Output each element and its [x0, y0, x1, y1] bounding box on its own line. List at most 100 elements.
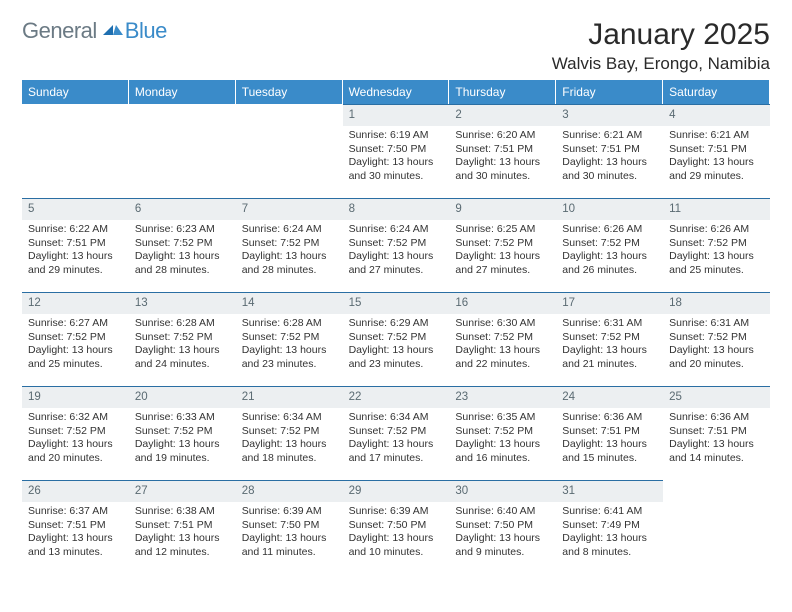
day-number: 11 — [663, 198, 770, 220]
day-number: 29 — [343, 480, 450, 502]
day-details: Sunrise: 6:36 AM Sunset: 7:51 PM Dayligh… — [663, 408, 770, 472]
calendar-cell — [236, 104, 343, 192]
calendar-cell: 12Sunrise: 6:27 AM Sunset: 7:52 PM Dayli… — [22, 292, 129, 380]
day-details: Sunrise: 6:20 AM Sunset: 7:51 PM Dayligh… — [449, 126, 556, 190]
calendar-cell: 24Sunrise: 6:36 AM Sunset: 7:51 PM Dayli… — [556, 386, 663, 474]
day-details: Sunrise: 6:34 AM Sunset: 7:52 PM Dayligh… — [343, 408, 450, 472]
day-number: 21 — [236, 386, 343, 408]
calendar-cell: 21Sunrise: 6:34 AM Sunset: 7:52 PM Dayli… — [236, 386, 343, 474]
calendar-cell: 20Sunrise: 6:33 AM Sunset: 7:52 PM Dayli… — [129, 386, 236, 474]
day-number: 2 — [449, 104, 556, 126]
brand-blue: Blue — [125, 18, 167, 44]
calendar-cell: 4Sunrise: 6:21 AM Sunset: 7:51 PM Daylig… — [663, 104, 770, 192]
day-number: 26 — [22, 480, 129, 502]
day-number: 1 — [343, 104, 450, 126]
day-number: 22 — [343, 386, 450, 408]
day-number: 6 — [129, 198, 236, 220]
location: Walvis Bay, Erongo, Namibia — [552, 54, 770, 74]
calendar-body: 1Sunrise: 6:19 AM Sunset: 7:50 PM Daylig… — [22, 104, 770, 568]
day-details: Sunrise: 6:40 AM Sunset: 7:50 PM Dayligh… — [449, 502, 556, 566]
calendar-cell: 9Sunrise: 6:25 AM Sunset: 7:52 PM Daylig… — [449, 198, 556, 286]
day-details: Sunrise: 6:28 AM Sunset: 7:52 PM Dayligh… — [236, 314, 343, 378]
day-details: Sunrise: 6:21 AM Sunset: 7:51 PM Dayligh… — [663, 126, 770, 190]
calendar-cell: 10Sunrise: 6:26 AM Sunset: 7:52 PM Dayli… — [556, 198, 663, 286]
day-number: 3 — [556, 104, 663, 126]
day-details: Sunrise: 6:41 AM Sunset: 7:49 PM Dayligh… — [556, 502, 663, 566]
day-number: 4 — [663, 104, 770, 126]
calendar-cell: 25Sunrise: 6:36 AM Sunset: 7:51 PM Dayli… — [663, 386, 770, 474]
day-details: Sunrise: 6:30 AM Sunset: 7:52 PM Dayligh… — [449, 314, 556, 378]
calendar-cell: 16Sunrise: 6:30 AM Sunset: 7:52 PM Dayli… — [449, 292, 556, 380]
day-number: 24 — [556, 386, 663, 408]
dow-sunday: Sunday — [22, 80, 129, 104]
calendar-cell: 6Sunrise: 6:23 AM Sunset: 7:52 PM Daylig… — [129, 198, 236, 286]
day-details: Sunrise: 6:22 AM Sunset: 7:51 PM Dayligh… — [22, 220, 129, 284]
calendar-cell: 18Sunrise: 6:31 AM Sunset: 7:52 PM Dayli… — [663, 292, 770, 380]
header: General Blue January 2025 Walvis Bay, Er… — [22, 18, 770, 74]
day-number: 20 — [129, 386, 236, 408]
calendar-cell: 3Sunrise: 6:21 AM Sunset: 7:51 PM Daylig… — [556, 104, 663, 192]
day-number: 25 — [663, 386, 770, 408]
calendar-cell: 8Sunrise: 6:24 AM Sunset: 7:52 PM Daylig… — [343, 198, 450, 286]
day-number: 27 — [129, 480, 236, 502]
day-details: Sunrise: 6:24 AM Sunset: 7:52 PM Dayligh… — [343, 220, 450, 284]
calendar-cell: 11Sunrise: 6:26 AM Sunset: 7:52 PM Dayli… — [663, 198, 770, 286]
day-details: Sunrise: 6:36 AM Sunset: 7:51 PM Dayligh… — [556, 408, 663, 472]
dow-tuesday: Tuesday — [236, 80, 343, 104]
day-number: 5 — [22, 198, 129, 220]
calendar-cell: 2Sunrise: 6:20 AM Sunset: 7:51 PM Daylig… — [449, 104, 556, 192]
calendar-cell: 28Sunrise: 6:39 AM Sunset: 7:50 PM Dayli… — [236, 480, 343, 568]
calendar-cell: 27Sunrise: 6:38 AM Sunset: 7:51 PM Dayli… — [129, 480, 236, 568]
calendar-cell: 14Sunrise: 6:28 AM Sunset: 7:52 PM Dayli… — [236, 292, 343, 380]
page-title: January 2025 — [552, 18, 770, 52]
day-details: Sunrise: 6:21 AM Sunset: 7:51 PM Dayligh… — [556, 126, 663, 190]
day-number: 14 — [236, 292, 343, 314]
day-number: 23 — [449, 386, 556, 408]
day-details: Sunrise: 6:34 AM Sunset: 7:52 PM Dayligh… — [236, 408, 343, 472]
brand-general: General — [22, 18, 97, 44]
day-details: Sunrise: 6:29 AM Sunset: 7:52 PM Dayligh… — [343, 314, 450, 378]
dow-monday: Monday — [129, 80, 236, 104]
day-number: 10 — [556, 198, 663, 220]
day-number: 31 — [556, 480, 663, 502]
calendar-cell — [129, 104, 236, 192]
calendar-cell: 7Sunrise: 6:24 AM Sunset: 7:52 PM Daylig… — [236, 198, 343, 286]
calendar-cell: 26Sunrise: 6:37 AM Sunset: 7:51 PM Dayli… — [22, 480, 129, 568]
day-details: Sunrise: 6:24 AM Sunset: 7:52 PM Dayligh… — [236, 220, 343, 284]
dow-thursday: Thursday — [449, 80, 556, 104]
brand-flag-icon — [101, 21, 123, 42]
calendar: Sunday Monday Tuesday Wednesday Thursday… — [22, 80, 770, 568]
day-details: Sunrise: 6:38 AM Sunset: 7:51 PM Dayligh… — [129, 502, 236, 566]
day-number: 8 — [343, 198, 450, 220]
calendar-cell: 1Sunrise: 6:19 AM Sunset: 7:50 PM Daylig… — [343, 104, 450, 192]
calendar-cell: 29Sunrise: 6:39 AM Sunset: 7:50 PM Dayli… — [343, 480, 450, 568]
calendar-cell — [22, 104, 129, 192]
calendar-cell: 22Sunrise: 6:34 AM Sunset: 7:52 PM Dayli… — [343, 386, 450, 474]
calendar-cell: 23Sunrise: 6:35 AM Sunset: 7:52 PM Dayli… — [449, 386, 556, 474]
day-number: 15 — [343, 292, 450, 314]
brand-logo: General Blue — [22, 18, 167, 44]
day-details: Sunrise: 6:25 AM Sunset: 7:52 PM Dayligh… — [449, 220, 556, 284]
day-details: Sunrise: 6:26 AM Sunset: 7:52 PM Dayligh… — [663, 220, 770, 284]
day-details: Sunrise: 6:35 AM Sunset: 7:52 PM Dayligh… — [449, 408, 556, 472]
day-number: 13 — [129, 292, 236, 314]
day-number: 17 — [556, 292, 663, 314]
day-number: 28 — [236, 480, 343, 502]
day-number: 19 — [22, 386, 129, 408]
calendar-cell: 17Sunrise: 6:31 AM Sunset: 7:52 PM Dayli… — [556, 292, 663, 380]
day-details: Sunrise: 6:39 AM Sunset: 7:50 PM Dayligh… — [343, 502, 450, 566]
day-details: Sunrise: 6:32 AM Sunset: 7:52 PM Dayligh… — [22, 408, 129, 472]
day-number: 12 — [22, 292, 129, 314]
calendar-cell: 15Sunrise: 6:29 AM Sunset: 7:52 PM Dayli… — [343, 292, 450, 380]
day-number: 9 — [449, 198, 556, 220]
dow-saturday: Saturday — [663, 80, 770, 104]
day-details: Sunrise: 6:27 AM Sunset: 7:52 PM Dayligh… — [22, 314, 129, 378]
day-details: Sunrise: 6:33 AM Sunset: 7:52 PM Dayligh… — [129, 408, 236, 472]
day-details: Sunrise: 6:31 AM Sunset: 7:52 PM Dayligh… — [663, 314, 770, 378]
title-block: January 2025 Walvis Bay, Erongo, Namibia — [552, 18, 770, 74]
day-details: Sunrise: 6:39 AM Sunset: 7:50 PM Dayligh… — [236, 502, 343, 566]
day-details: Sunrise: 6:37 AM Sunset: 7:51 PM Dayligh… — [22, 502, 129, 566]
day-details: Sunrise: 6:31 AM Sunset: 7:52 PM Dayligh… — [556, 314, 663, 378]
day-details: Sunrise: 6:23 AM Sunset: 7:52 PM Dayligh… — [129, 220, 236, 284]
day-number: 7 — [236, 198, 343, 220]
